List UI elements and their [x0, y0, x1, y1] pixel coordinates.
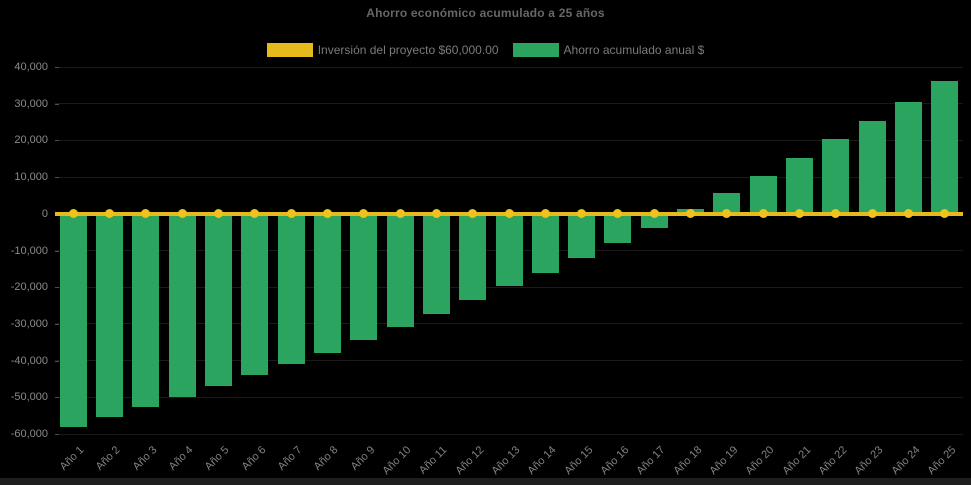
bar-año-9 — [350, 213, 378, 341]
bar-año-7 — [277, 213, 305, 364]
bar-año-10 — [386, 213, 414, 328]
chart-title: Ahorro económico acumulado a 25 años — [366, 6, 605, 20]
bar-año-4 — [168, 213, 196, 397]
bar-año-8 — [313, 213, 341, 353]
y-axis-label: 20,000 — [14, 134, 48, 147]
investment-line-marker — [250, 209, 260, 219]
y-axis-tick-mark — [55, 250, 59, 252]
y-axis-tick-mark — [55, 397, 59, 399]
y-axis-tick-mark — [55, 360, 59, 362]
y-axis-label: 10,000 — [14, 171, 48, 184]
bar-año-23 — [858, 120, 886, 214]
bar-año-5 — [204, 213, 232, 386]
gridline — [55, 396, 963, 398]
bar-año-24 — [895, 101, 923, 214]
legend-swatch-green-icon — [512, 43, 559, 57]
bar-año-2 — [95, 213, 123, 418]
bar-año-13 — [495, 213, 523, 287]
investment-line-marker — [867, 209, 877, 219]
investment-line-marker — [504, 209, 514, 219]
gridline — [55, 103, 963, 105]
bar-año-20 — [749, 175, 777, 214]
investment-line-marker — [540, 209, 550, 219]
y-axis-tick-mark — [55, 67, 59, 68]
investment-line-marker — [213, 209, 223, 219]
y-axis-label: -60,000 — [10, 428, 48, 440]
investment-line-marker — [359, 209, 369, 219]
gridline — [55, 433, 963, 435]
investment-line-marker — [613, 209, 623, 219]
y-axis-label: -20,000 — [10, 281, 48, 294]
bar-año-14 — [531, 213, 559, 273]
investment-line-marker — [395, 209, 405, 219]
gridline — [55, 323, 963, 325]
legend-swatch-yellow-icon — [266, 43, 313, 57]
investment-line-marker — [649, 209, 659, 219]
bar-año-16 — [604, 213, 632, 243]
y-axis-label: -10,000 — [10, 244, 48, 257]
legend-item-inversion: Inversión del proyecto $60,000.00 — [266, 43, 499, 57]
investment-line-marker — [686, 209, 696, 219]
investment-line-marker — [141, 209, 151, 219]
investment-line-marker — [577, 209, 587, 219]
y-axis-tick-mark — [55, 434, 59, 435]
y-axis-label: 40,000 — [14, 61, 48, 73]
investment-line-marker — [758, 209, 768, 219]
bar-año-25 — [931, 81, 959, 214]
y-axis-tick-mark — [55, 140, 59, 142]
gridline — [55, 176, 963, 178]
bar-año-3 — [132, 213, 160, 408]
legend: Inversión del proyecto $60,000.00 Ahorro… — [0, 41, 971, 59]
y-axis-tick-mark — [55, 323, 59, 325]
y-axis-tick-mark — [55, 287, 59, 289]
legend-label-ahorro: Ahorro acumulado anual $ — [563, 43, 705, 57]
gridline — [55, 66, 963, 68]
bar-año-22 — [822, 139, 850, 214]
y-axis-label: -30,000 — [10, 317, 48, 330]
y-axis-label: 0 — [41, 207, 48, 220]
bar-año-21 — [786, 157, 814, 214]
investment-line-marker — [322, 209, 332, 219]
investment-line-marker — [177, 209, 187, 219]
gridline — [55, 286, 963, 288]
y-axis-label: -50,000 — [10, 391, 48, 404]
legend-label-inversion: Inversión del proyecto $60,000.00 — [317, 43, 499, 57]
investment-line-marker — [940, 209, 950, 219]
investment-line-marker — [104, 209, 114, 219]
y-axis-label: 30,000 — [14, 97, 48, 110]
plot-area — [55, 66, 963, 435]
investment-line-marker — [722, 209, 732, 219]
investment-line-marker — [795, 209, 805, 219]
bar-año-12 — [459, 213, 487, 300]
legend-item-ahorro: Ahorro acumulado anual $ — [512, 43, 705, 57]
bar-año-11 — [422, 213, 450, 314]
bar-año-6 — [241, 213, 269, 375]
y-axis-tick-mark — [55, 177, 59, 179]
gridline — [55, 139, 963, 141]
gridline — [55, 360, 963, 362]
y-axis-tick-mark — [55, 103, 59, 105]
investment-line-marker — [904, 209, 914, 219]
bottom-edge-strip — [0, 478, 971, 485]
bar-año-1 — [59, 213, 87, 427]
investment-line-marker — [68, 209, 78, 219]
investment-line-marker — [468, 209, 478, 219]
y-axis-label: -40,000 — [10, 354, 48, 367]
investment-line-marker — [431, 209, 441, 219]
investment-line-marker — [831, 209, 841, 219]
bar-año-17 — [640, 213, 668, 228]
bar-año-15 — [568, 213, 596, 259]
investment-line-marker — [286, 209, 296, 219]
bar-año-19 — [713, 192, 741, 214]
